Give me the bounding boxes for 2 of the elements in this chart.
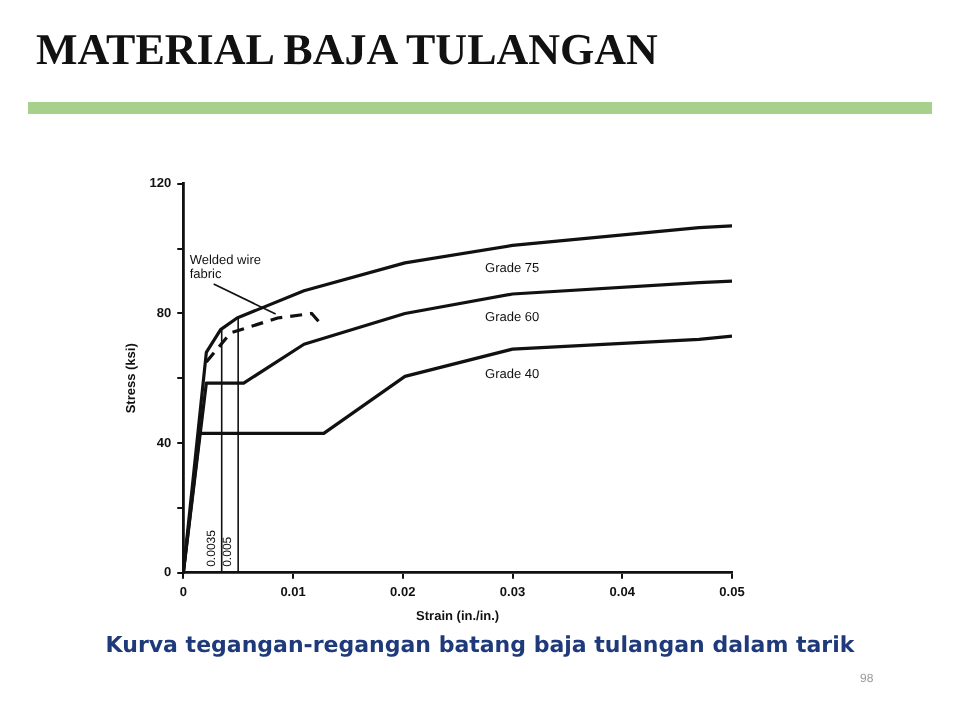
chart-title: MATERIAL BAJA TULANGAN: [36, 24, 658, 76]
text: Kurva tegangan-regangan batang baja tulangan dalam tarik: [103, 632, 857, 658]
